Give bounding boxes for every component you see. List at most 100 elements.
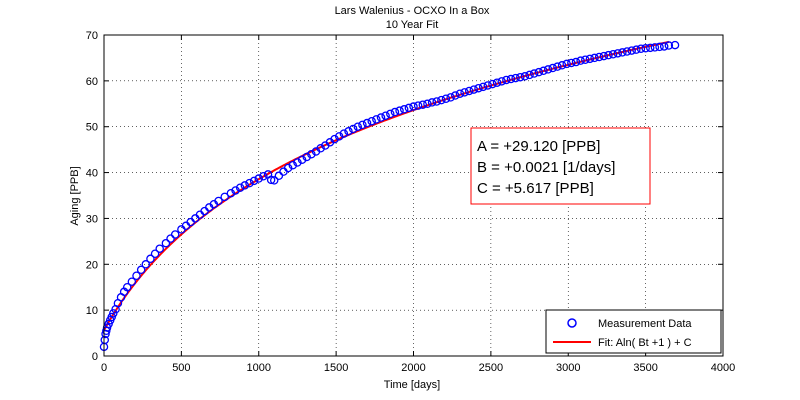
data-point [249, 176, 259, 186]
data-point [576, 56, 585, 65]
chart-title: Lars Walenius - OCXO In a Box [335, 5, 490, 17]
data-point [581, 55, 590, 65]
data-point [562, 59, 571, 69]
data-point [266, 175, 276, 185]
legend-label-fit: Fit: Aln( Bt +1 ) + C [598, 337, 692, 349]
data-point [474, 83, 483, 93]
legend-label-measurement: Measurement Data [598, 318, 692, 330]
data-point [594, 52, 604, 62]
data-point [226, 188, 236, 198]
data-point [348, 124, 358, 134]
legend: Measurement Data Fit: Aln( Bt +1 ) + C [545, 309, 722, 354]
data-point [259, 171, 268, 181]
data-point [122, 282, 132, 292]
data-point [659, 42, 669, 51]
data-point [372, 115, 381, 124]
y-tick-label: 70 [86, 30, 98, 42]
data-point [220, 192, 229, 202]
data-point [534, 67, 544, 77]
x-tick-label: 500 [172, 362, 190, 374]
measurement-markers [99, 40, 680, 352]
data-point [344, 127, 353, 136]
data-point [529, 69, 539, 78]
data-point [432, 97, 441, 106]
data-point [288, 160, 298, 170]
y-tick-label: 0 [92, 351, 98, 363]
legend-frame [545, 309, 722, 354]
data-point [511, 73, 520, 83]
data-point [585, 54, 595, 64]
data-point [146, 254, 155, 264]
y-tick-label: 10 [86, 305, 98, 317]
x-tick-label: 2000 [401, 362, 425, 374]
data-point [161, 238, 171, 248]
data-point [478, 82, 488, 92]
data-point [460, 88, 469, 97]
data-point [502, 75, 511, 85]
x-tick-label: 4000 [711, 362, 735, 374]
fit-param-b: B = +0.0021 [1/days] [477, 159, 615, 176]
x-tick-label: 3500 [633, 362, 657, 374]
data-point [302, 152, 311, 162]
data-point [455, 89, 465, 98]
data-point [427, 98, 437, 107]
data-point [235, 183, 245, 192]
data-point [166, 234, 175, 243]
data-point [618, 48, 627, 57]
x-tick-label: 2500 [479, 362, 503, 374]
data-point [334, 132, 344, 141]
data-point [316, 144, 325, 153]
fit-param-a: A = +29.120 [PPB] [477, 138, 600, 155]
data-point [141, 260, 151, 269]
data-point [132, 271, 141, 280]
data-point [367, 116, 376, 126]
data-point [670, 40, 680, 50]
data-point [240, 181, 250, 190]
data-point [423, 99, 432, 109]
data-point [464, 86, 474, 96]
data-point [608, 50, 618, 59]
data-point [539, 66, 548, 76]
fit-parameters-box: A = +29.120 [PPB] B = +0.0021 [1/days] C… [470, 127, 651, 205]
axis-ticks: 0 500 1000 1500 2000 2500 3000 3500 4000 0 10 20 30 4… [86, 30, 735, 374]
data-point [395, 106, 404, 115]
data-point [543, 65, 553, 74]
data-point [525, 70, 534, 80]
data-point [155, 244, 164, 253]
data-point [353, 122, 363, 131]
data-point [590, 53, 599, 63]
data-point [469, 85, 479, 94]
data-point [655, 42, 664, 52]
y-tick-label: 20 [86, 259, 98, 271]
data-point [492, 78, 502, 87]
data-point [293, 158, 302, 167]
data-point [386, 109, 395, 119]
y-tick-label: 30 [86, 213, 98, 225]
data-point [358, 120, 367, 130]
data-point [636, 44, 646, 54]
x-tick-label: 1500 [324, 362, 348, 374]
data-point [214, 196, 223, 206]
data-point [646, 43, 655, 53]
data-point [381, 111, 390, 120]
data-point [127, 277, 137, 286]
x-axis-label: Time [days] [384, 379, 440, 391]
data-point [437, 95, 446, 105]
data-point [553, 62, 562, 71]
y-tick-label: 50 [86, 122, 98, 134]
data-point [150, 249, 160, 258]
data-point [506, 74, 516, 84]
data-point [170, 230, 180, 239]
data-point [404, 103, 414, 113]
data-point [376, 113, 386, 122]
x-tick-label: 0 [101, 362, 107, 374]
y-axis-label: Aging [PPB] [69, 166, 81, 225]
legend-marker-icon [567, 318, 577, 328]
data-point [664, 41, 674, 50]
data-point [307, 149, 316, 159]
data-point [622, 47, 632, 56]
data-point [548, 63, 558, 73]
data-point [483, 81, 493, 90]
data-point [650, 43, 660, 52]
